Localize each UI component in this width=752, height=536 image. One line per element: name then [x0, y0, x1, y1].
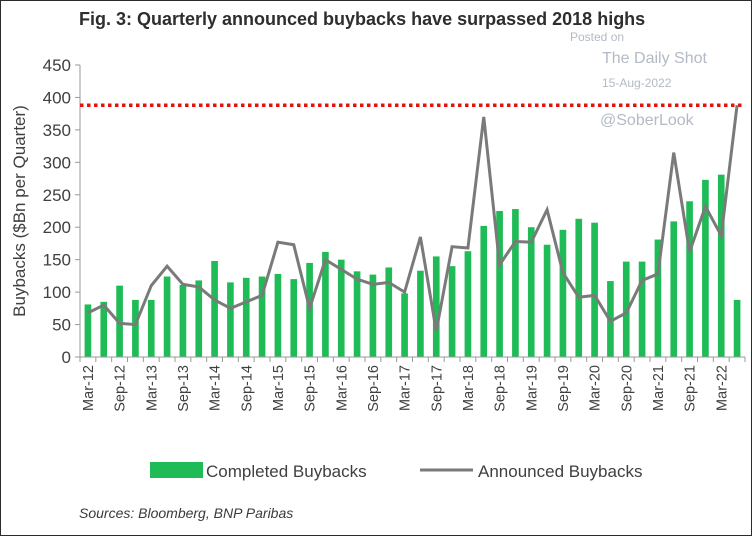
y-axis-label: Buybacks ($Bn per Quarter)	[10, 105, 29, 317]
bar-Sep-19	[559, 229, 567, 357]
bar-Mar-12	[84, 304, 92, 357]
announced-buybacks-line	[87, 105, 739, 332]
x-tick-label-Mar-21: Mar-21	[651, 365, 667, 411]
x-tick-label-Sep-17: Sep-17	[429, 365, 445, 412]
bar-Jun-18	[480, 225, 488, 357]
watermark-handle: @SoberLook	[600, 112, 694, 129]
chart-title: Fig. 3: Quarterly announced buybacks hav…	[79, 9, 646, 29]
bar-Jun-22	[733, 299, 741, 357]
bar-Sep-20	[622, 261, 630, 357]
bar-Dec-18	[512, 209, 519, 357]
bar-Dec-13	[195, 280, 203, 357]
bar-Jun-13	[163, 276, 171, 357]
watermark-date: 15-Aug-2022	[602, 76, 672, 90]
watermark-posted: Posted on	[570, 30, 625, 44]
y-tick-label-100: 100	[43, 283, 71, 302]
legend: Completed Buybacks Announced Buybacks	[150, 462, 642, 481]
bar-Dec-19	[575, 218, 583, 357]
bar-Jun-14	[227, 282, 234, 357]
bar-Mar-17	[401, 293, 408, 357]
x-tick-label-Mar-13: Mar-13	[144, 365, 160, 411]
bar-Sep-21	[686, 201, 693, 357]
axes-group: 0 50 100 150 200 250 300 350 400 450 Mar-12 Sep-12 M…	[43, 56, 746, 412]
y-tick-label-350: 350	[43, 121, 71, 140]
bar-Mar-18	[464, 251, 472, 357]
source-note: Sources: Bloomberg, BNP Paribas	[79, 505, 294, 521]
bar-Sep-13	[179, 284, 187, 357]
bar-Mar-20	[591, 222, 598, 357]
x-tick-label-Mar-14: Mar-14	[208, 365, 224, 411]
y-tick-label-400: 400	[43, 88, 71, 107]
x-tick-label-Mar-22: Mar-22	[714, 365, 730, 411]
bar-Mar-13	[147, 299, 155, 357]
bar-Mar-15	[274, 273, 282, 357]
bar-Mar-16	[337, 259, 345, 357]
y-tick-label-450: 450	[43, 56, 71, 75]
bar-Dec-16	[385, 267, 393, 357]
bar-Sep-16	[369, 274, 377, 357]
legend-completed-swatch	[150, 462, 203, 478]
bar-Jun-12	[100, 301, 108, 357]
bar-Jun-15	[290, 279, 298, 357]
x-tick-label-Sep-12: Sep-12	[113, 365, 129, 412]
x-tick-label-Sep-16: Sep-16	[366, 365, 382, 412]
bar-Dec-14	[258, 276, 266, 357]
bar-Sep-14	[242, 277, 250, 357]
x-tick-label-Mar-15: Mar-15	[271, 365, 287, 411]
y-tick-label-50: 50	[52, 316, 71, 335]
x-tick-label-Mar-20: Mar-20	[588, 365, 604, 411]
bar-Jun-17	[417, 270, 424, 357]
x-tick-label-Sep-14: Sep-14	[239, 365, 255, 412]
watermark-site: The Daily Shot	[602, 50, 707, 67]
bar-Mar-19	[527, 227, 535, 357]
y-tick-label-200: 200	[43, 218, 71, 237]
y-tick-label-0: 0	[62, 348, 71, 367]
bar-Sep-18	[496, 211, 503, 357]
x-tick-label-Sep-21: Sep-21	[683, 365, 699, 412]
legend-announced-label: Announced Buybacks	[478, 462, 642, 481]
bar-Jun-19	[543, 244, 551, 357]
bar-Jun-21	[670, 221, 678, 357]
x-tick-label-Sep-19: Sep-19	[556, 365, 572, 412]
bar-Dec-21	[702, 179, 709, 357]
x-tick-label-Mar-12: Mar-12	[81, 365, 97, 411]
x-tick-label-Sep-18: Sep-18	[493, 365, 509, 412]
bar-Dec-20	[638, 261, 646, 357]
announced-line-group	[87, 105, 739, 332]
bar-Mar-21	[654, 239, 662, 357]
y-tick-label-250: 250	[43, 186, 71, 205]
bar-Mar-22	[717, 174, 725, 357]
x-tick-label-Mar-18: Mar-18	[461, 365, 477, 411]
bar-Jun-16	[353, 271, 361, 357]
x-tick-label-Sep-20: Sep-20	[619, 365, 635, 412]
x-tick-label-Mar-17: Mar-17	[398, 365, 414, 411]
y-tick-label-150: 150	[43, 251, 71, 270]
x-tick-label-Mar-19: Mar-19	[524, 365, 540, 411]
bar-Dec-12	[132, 299, 139, 357]
bar-Dec-15	[322, 251, 329, 357]
x-tick-label-Sep-13: Sep-13	[176, 365, 192, 412]
x-tick-label-Mar-16: Mar-16	[334, 365, 350, 411]
bar-Dec-17	[448, 266, 456, 357]
bar-Sep-17	[432, 256, 440, 357]
bar-Mar-14	[211, 260, 218, 357]
y-tick-label-300: 300	[43, 153, 71, 172]
legend-completed-label: Completed Buybacks	[206, 462, 367, 481]
x-tick-label-Sep-15: Sep-15	[303, 365, 319, 412]
